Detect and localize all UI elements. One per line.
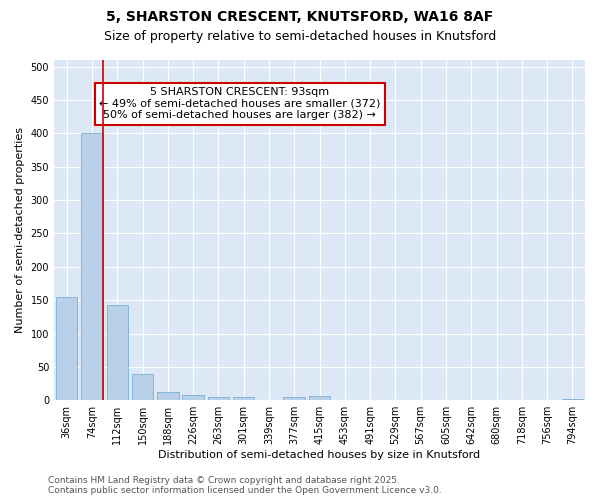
Bar bbox=[182, 395, 204, 400]
X-axis label: Distribution of semi-detached houses by size in Knutsford: Distribution of semi-detached houses by … bbox=[158, 450, 481, 460]
Bar bbox=[56, 297, 77, 400]
Bar bbox=[81, 134, 103, 400]
Text: Size of property relative to semi-detached houses in Knutsford: Size of property relative to semi-detach… bbox=[104, 30, 496, 43]
Bar bbox=[309, 396, 330, 400]
Bar bbox=[132, 374, 153, 400]
Text: 5 SHARSTON CRESCENT: 93sqm
← 49% of semi-detached houses are smaller (372)
50% o: 5 SHARSTON CRESCENT: 93sqm ← 49% of semi… bbox=[99, 87, 380, 120]
Text: 5, SHARSTON CRESCENT, KNUTSFORD, WA16 8AF: 5, SHARSTON CRESCENT, KNUTSFORD, WA16 8A… bbox=[106, 10, 494, 24]
Bar bbox=[283, 397, 305, 400]
Text: Contains HM Land Registry data © Crown copyright and database right 2025.
Contai: Contains HM Land Registry data © Crown c… bbox=[48, 476, 442, 495]
Bar bbox=[562, 399, 583, 400]
Bar bbox=[157, 392, 179, 400]
Bar bbox=[233, 397, 254, 400]
Bar bbox=[107, 306, 128, 400]
Bar bbox=[208, 397, 229, 400]
Y-axis label: Number of semi-detached properties: Number of semi-detached properties bbox=[15, 127, 25, 333]
